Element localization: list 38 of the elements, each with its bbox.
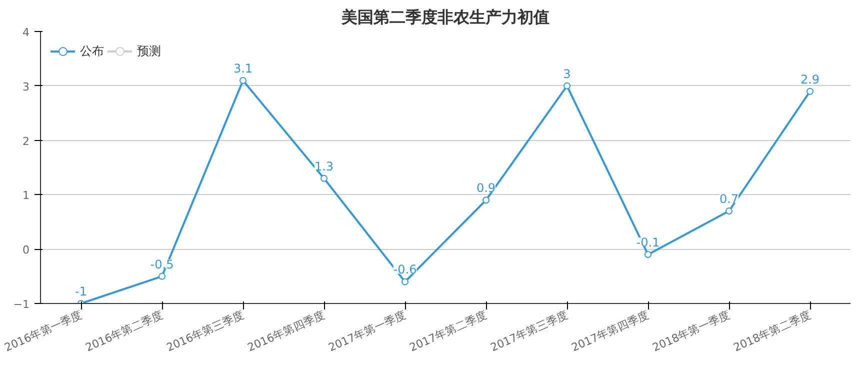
x-tick-label: 2016年第二季度 <box>84 308 165 354</box>
point <box>402 278 408 286</box>
x-tick-label: 2017年第一季度 <box>326 308 408 354</box>
y-tick-label: 3 <box>22 80 30 94</box>
point <box>320 174 328 182</box>
y-tick-label: 4 <box>22 26 30 39</box>
data-label: 1.3 <box>314 159 334 174</box>
x-tick-label: 2017年第二季度 <box>408 308 489 354</box>
y-tick-label: −1 <box>13 298 30 311</box>
data-label: 2.9 <box>800 72 820 86</box>
data-label: 3 <box>563 66 571 81</box>
x-tick-label: 2016年第四季度 <box>246 308 327 354</box>
x-tick-label: 2017年第四季度 <box>570 308 651 354</box>
data-label: -0.6 <box>393 262 417 277</box>
point <box>806 88 814 95</box>
y-tick-label: 2 <box>22 134 30 148</box>
legend-label: 预测 <box>137 42 161 60</box>
point <box>240 76 246 84</box>
x-tick-label: 2018年第二季度 <box>732 308 813 354</box>
x-tick-label: 2017年第三季度 <box>488 308 570 354</box>
chart-title: 美国第二季度非农生产力初值 <box>340 8 550 26</box>
point <box>482 196 490 204</box>
point <box>726 208 732 215</box>
point <box>564 82 570 90</box>
data-label: 0.7 <box>719 192 739 206</box>
data-label: 3.1 <box>233 61 253 76</box>
data-label: -0.5 <box>150 257 174 272</box>
point <box>644 251 652 258</box>
y-tick-label: 0 <box>22 244 30 257</box>
x-tick-label: 2016年第一季度 <box>2 308 84 354</box>
x-tick-label: 2016年第三季度 <box>164 308 246 354</box>
point <box>158 272 166 280</box>
data-label: -0.1 <box>636 236 660 250</box>
x-tick-label: 2018年第一季度 <box>650 308 732 354</box>
data-label: -1 <box>75 284 87 298</box>
legend-label: 公布 <box>80 42 104 60</box>
data-label: 0.9 <box>476 181 496 196</box>
y-tick-label: 1 <box>22 189 30 202</box>
